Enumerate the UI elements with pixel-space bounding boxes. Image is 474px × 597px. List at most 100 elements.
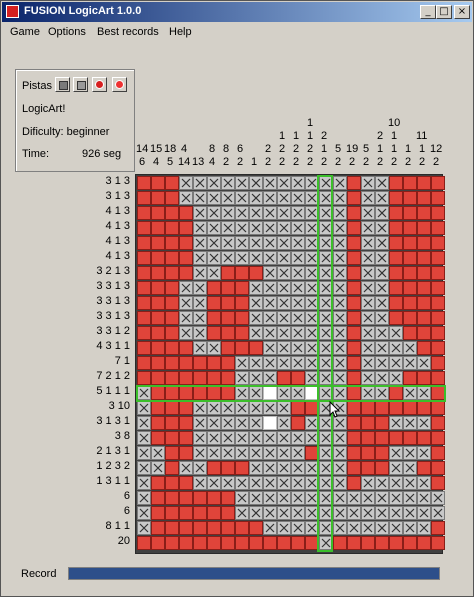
grid-cell[interactable] xyxy=(291,296,305,310)
grid-cell[interactable] xyxy=(249,386,263,400)
grid-cell[interactable] xyxy=(249,356,263,370)
grid-cell[interactable] xyxy=(165,536,179,550)
grid-cell[interactable] xyxy=(221,176,235,190)
grid-cell[interactable] xyxy=(249,251,263,265)
grid-cell[interactable] xyxy=(417,401,431,415)
grid-cell[interactable] xyxy=(151,491,165,505)
grid-cell[interactable] xyxy=(249,176,263,190)
grid-cell[interactable] xyxy=(431,281,445,295)
grid-cell[interactable] xyxy=(235,521,249,535)
grid-cell[interactable] xyxy=(137,206,151,220)
grid-cell[interactable] xyxy=(319,431,333,445)
maximize-button[interactable]: □ xyxy=(436,5,452,19)
grid-cell[interactable] xyxy=(165,191,179,205)
grid-cell[interactable] xyxy=(291,266,305,280)
grid-cell[interactable] xyxy=(291,536,305,550)
grid-cell[interactable] xyxy=(193,521,207,535)
grid-cell[interactable] xyxy=(431,341,445,355)
grid-cell[interactable] xyxy=(291,326,305,340)
grid-cell[interactable] xyxy=(417,536,431,550)
grid-cell[interactable] xyxy=(291,206,305,220)
grid-cell[interactable] xyxy=(207,506,221,520)
grid-cell[interactable] xyxy=(319,326,333,340)
grid-cell[interactable] xyxy=(333,431,347,445)
grid-cell[interactable] xyxy=(263,266,277,280)
grid-cell[interactable] xyxy=(333,296,347,310)
puzzle-grid[interactable] xyxy=(135,174,446,554)
grid-cell[interactable] xyxy=(361,281,375,295)
grid-cell[interactable] xyxy=(207,311,221,325)
grid-cell[interactable] xyxy=(319,446,333,460)
grid-cell[interactable] xyxy=(193,506,207,520)
grid-cell[interactable] xyxy=(221,461,235,475)
grid-cell[interactable] xyxy=(403,251,417,265)
grid-cell[interactable] xyxy=(165,281,179,295)
grid-cell[interactable] xyxy=(361,401,375,415)
grid-cell[interactable] xyxy=(235,431,249,445)
grid-cell[interactable] xyxy=(249,401,263,415)
grid-cell[interactable] xyxy=(291,401,305,415)
grid-cell[interactable] xyxy=(151,266,165,280)
grid-cell[interactable] xyxy=(431,491,445,505)
grid-cell[interactable] xyxy=(347,266,361,280)
grid-cell[interactable] xyxy=(347,356,361,370)
grid-cell[interactable] xyxy=(207,461,221,475)
grid-cell[interactable] xyxy=(389,341,403,355)
grid-cell[interactable] xyxy=(207,446,221,460)
grid-cell[interactable] xyxy=(249,311,263,325)
grid-cell[interactable] xyxy=(193,536,207,550)
grid-cell[interactable] xyxy=(221,446,235,460)
grid-cell[interactable] xyxy=(263,311,277,325)
grid-cell[interactable] xyxy=(193,326,207,340)
grid-cell[interactable] xyxy=(417,416,431,430)
grid-cell[interactable] xyxy=(375,311,389,325)
grid-cell[interactable] xyxy=(165,491,179,505)
grid-cell[interactable] xyxy=(137,476,151,490)
grid-cell[interactable] xyxy=(193,191,207,205)
grid-cell[interactable] xyxy=(179,221,193,235)
grid-cell[interactable] xyxy=(319,191,333,205)
grid-cell[interactable] xyxy=(291,461,305,475)
grid-cell[interactable] xyxy=(403,296,417,310)
grid-cell[interactable] xyxy=(361,176,375,190)
grid-cell[interactable] xyxy=(235,221,249,235)
grid-cell[interactable] xyxy=(347,311,361,325)
grid-cell[interactable] xyxy=(193,251,207,265)
grid-cell[interactable] xyxy=(333,236,347,250)
grid-cell[interactable] xyxy=(207,386,221,400)
grid-cell[interactable] xyxy=(361,221,375,235)
grid-cell[interactable] xyxy=(403,326,417,340)
grid-cell[interactable] xyxy=(221,416,235,430)
grid-cell[interactable] xyxy=(319,176,333,190)
grid-cell[interactable] xyxy=(347,251,361,265)
grid-cell[interactable] xyxy=(403,221,417,235)
grid-cell[interactable] xyxy=(375,491,389,505)
grid-cell[interactable] xyxy=(179,296,193,310)
grid-cell[interactable] xyxy=(165,311,179,325)
grid-cell[interactable] xyxy=(375,251,389,265)
grid-cell[interactable] xyxy=(305,371,319,385)
grid-cell[interactable] xyxy=(361,266,375,280)
grid-cell[interactable] xyxy=(375,446,389,460)
grid-cell[interactable] xyxy=(305,521,319,535)
grid-cell[interactable] xyxy=(403,266,417,280)
grid-cell[interactable] xyxy=(403,416,417,430)
grid-cell[interactable] xyxy=(249,281,263,295)
grid-cell[interactable] xyxy=(151,191,165,205)
grid-cell[interactable] xyxy=(347,461,361,475)
grid-cell[interactable] xyxy=(305,221,319,235)
grid-cell[interactable] xyxy=(291,386,305,400)
grid-cell[interactable] xyxy=(361,491,375,505)
grid-cell[interactable] xyxy=(263,386,277,400)
grid-cell[interactable] xyxy=(249,296,263,310)
grid-cell[interactable] xyxy=(277,266,291,280)
grid-cell[interactable] xyxy=(403,446,417,460)
grid-cell[interactable] xyxy=(249,236,263,250)
grid-cell[interactable] xyxy=(235,356,249,370)
grid-cell[interactable] xyxy=(165,431,179,445)
grid-cell[interactable] xyxy=(151,446,165,460)
grid-cell[interactable] xyxy=(319,356,333,370)
grid-cell[interactable] xyxy=(375,281,389,295)
grid-cell[interactable] xyxy=(249,521,263,535)
grid-cell[interactable] xyxy=(291,281,305,295)
